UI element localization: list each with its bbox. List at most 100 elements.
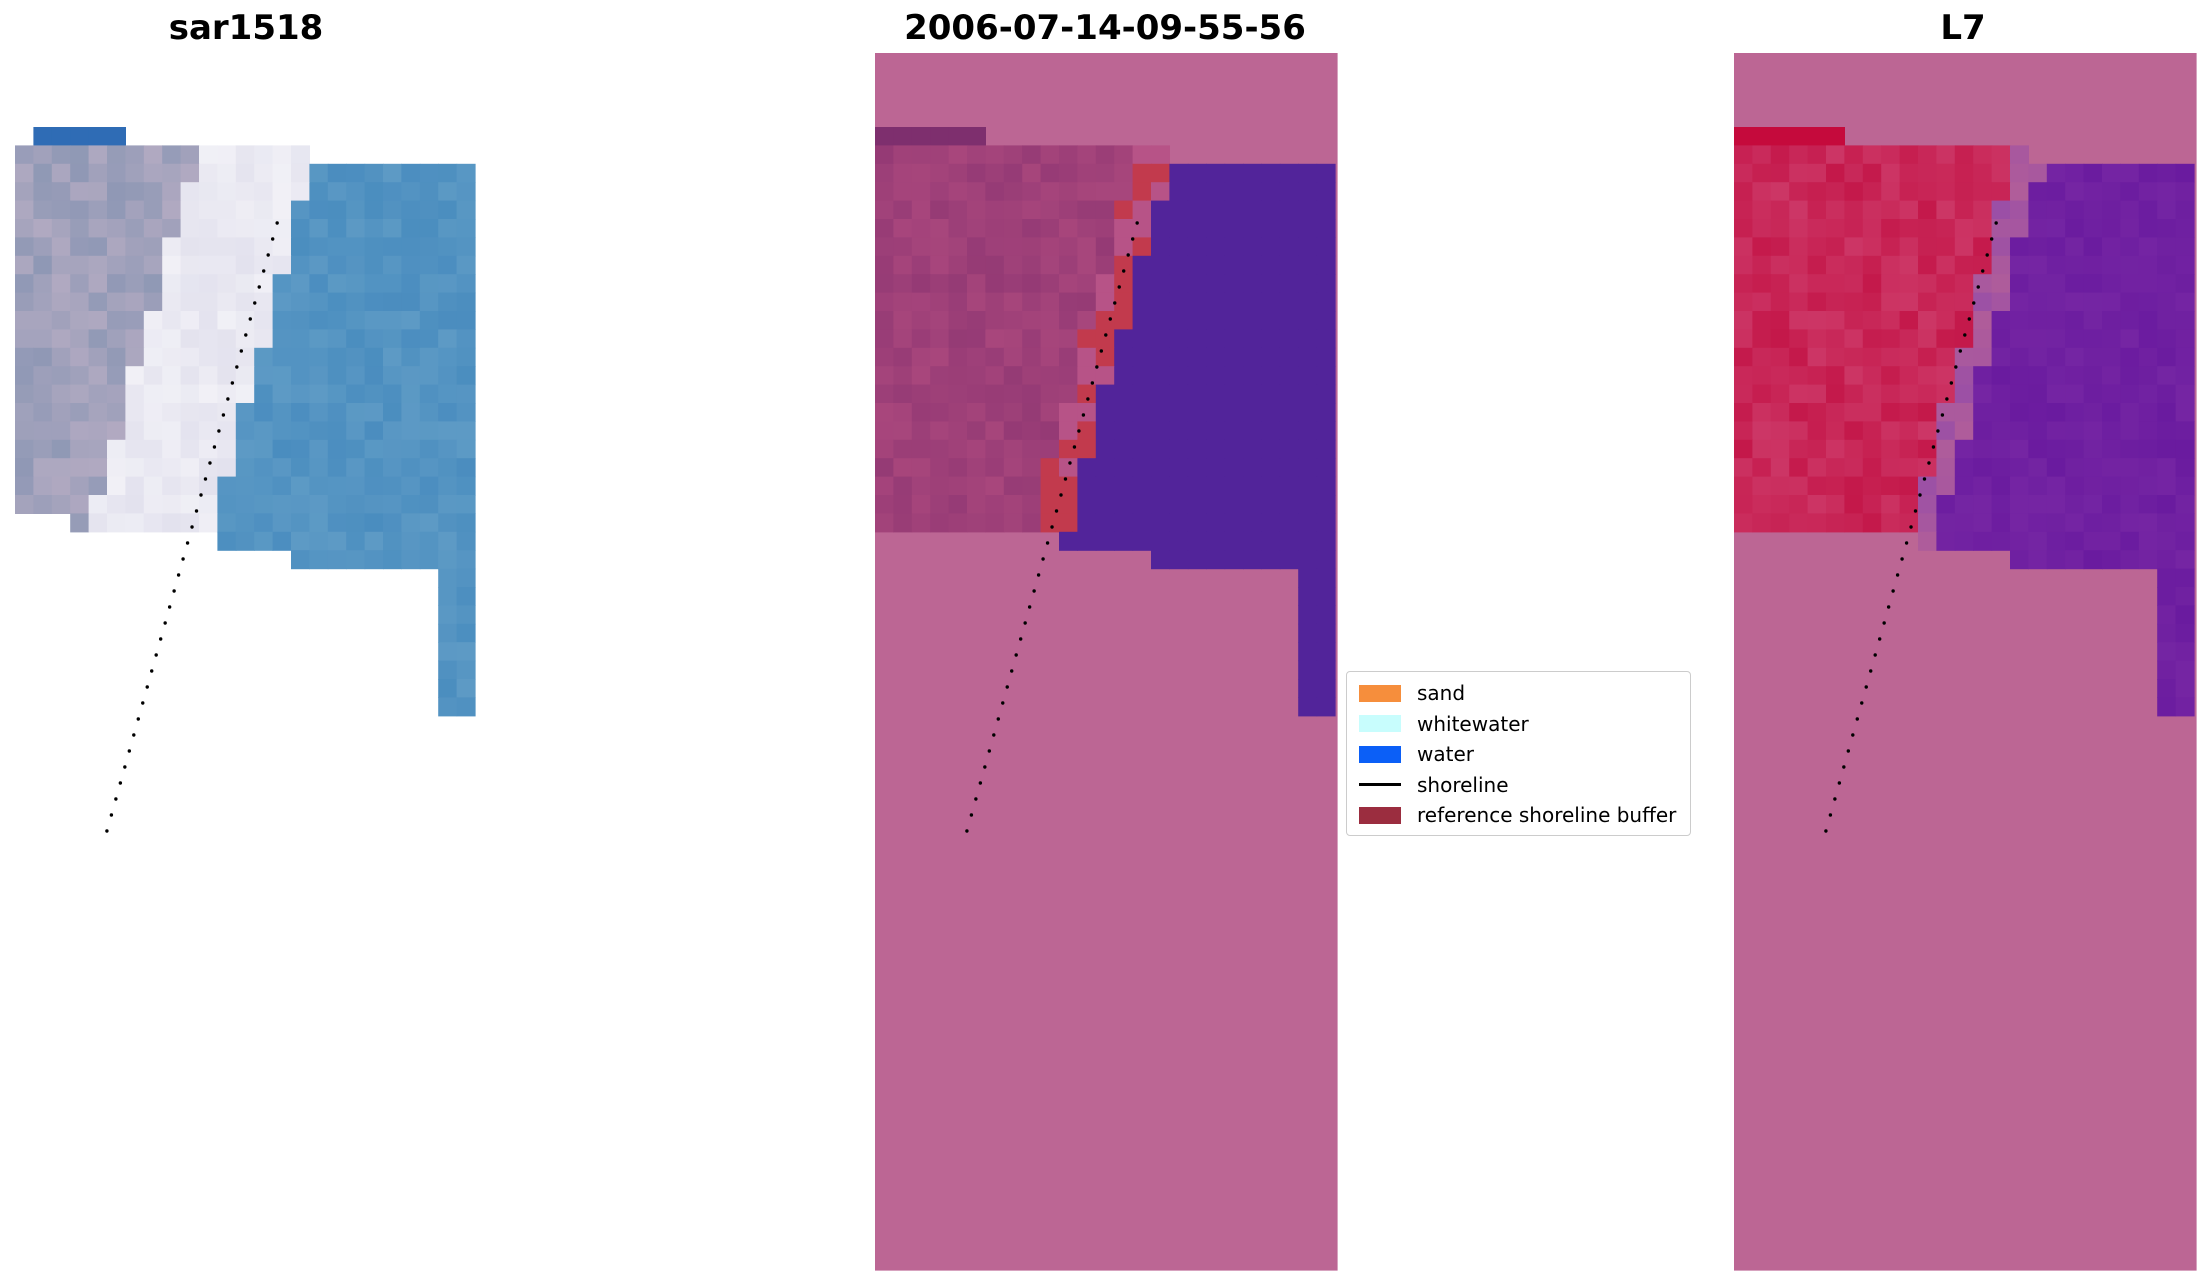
class-pixel	[1114, 458, 1134, 478]
class-pixel	[1040, 219, 1060, 238]
image-pixel	[272, 237, 292, 257]
ndwi-pixel	[2083, 531, 2103, 551]
ndwi-pixel	[2065, 292, 2085, 312]
image-pixel	[143, 495, 163, 514]
class-pixel	[1022, 366, 1042, 386]
ndwi-pixel	[2065, 347, 2085, 367]
class-pixel	[875, 458, 894, 478]
ndwi-pixel	[1973, 421, 1993, 441]
class-pixel	[1206, 476, 1226, 496]
ndwi-pixel	[1954, 403, 1974, 422]
class-pixel	[1243, 384, 1262, 404]
image-pixel	[456, 311, 476, 330]
image-pixel	[125, 219, 145, 238]
class-pixel	[1279, 513, 1299, 533]
ndwi-pixel	[2046, 255, 2066, 275]
shoreline-point	[1994, 221, 1998, 225]
ndwi-pixel	[2175, 219, 2195, 238]
ndwi-pixel	[2157, 347, 2177, 367]
ndwi-pixel	[1844, 458, 1864, 478]
class-pixel	[985, 347, 1005, 367]
image-pixel	[199, 513, 218, 533]
class-pixel	[893, 439, 913, 459]
ndwi-pixel	[1789, 421, 1809, 441]
image-pixel	[254, 329, 274, 349]
shoreline-point	[226, 397, 230, 401]
class-pixel	[875, 311, 894, 330]
ndwi-pixel	[2028, 366, 2048, 386]
image-pixel	[327, 163, 347, 183]
image-pixel	[180, 458, 200, 478]
image-pixel	[15, 145, 34, 165]
ndwi-pixel	[1918, 292, 1937, 312]
class-pixel	[948, 274, 968, 294]
class-pixel	[1279, 274, 1299, 294]
image-pixel	[383, 458, 402, 478]
ndwi-pixel	[1826, 182, 1845, 202]
ndwi-pixel	[1899, 366, 1919, 386]
ndwi-pixel	[1752, 403, 1772, 422]
class-pixel	[1243, 200, 1262, 220]
image-pixel	[33, 163, 53, 183]
image-pixel	[235, 329, 255, 349]
class-pixel	[1022, 311, 1042, 330]
ndwi-pixel	[2028, 200, 2048, 220]
ndwi-pixel	[1899, 145, 1919, 165]
shoreline-point	[1913, 509, 1918, 513]
image-pixel	[180, 421, 200, 441]
ndwi-pixel	[1807, 458, 1827, 478]
class-pixel	[1059, 513, 1078, 533]
class-pixel	[1298, 697, 1318, 717]
legend-item-sand: sand	[1359, 678, 1680, 709]
image-pixel	[51, 329, 71, 349]
class-pixel	[1022, 219, 1042, 238]
image-pixel	[364, 200, 384, 220]
image-pixel	[327, 458, 347, 478]
image-pixel	[143, 384, 163, 404]
ndwi-pixel	[1954, 329, 1974, 349]
class-pixel	[1077, 182, 1097, 202]
ndwi-pixel	[1899, 237, 1919, 257]
image-pixel	[162, 495, 182, 514]
shoreline-point	[1068, 461, 1072, 465]
ndwi-pixel	[1752, 347, 1772, 367]
class-pixel	[875, 329, 894, 349]
ndwi-pixel	[1826, 495, 1845, 514]
image-pixel	[235, 366, 255, 386]
shoreline-point	[978, 781, 983, 785]
shoreline-point	[1842, 765, 1846, 769]
image-pixel	[125, 182, 145, 202]
shoreline-point	[239, 349, 244, 353]
image-pixel	[217, 347, 237, 367]
image-pixel	[180, 513, 200, 533]
image-pixel	[383, 182, 402, 202]
image-pixel	[456, 274, 476, 294]
image-pixel	[254, 458, 274, 478]
image-pixel	[199, 145, 218, 165]
class-pixel	[930, 458, 950, 478]
image-pixel	[346, 163, 366, 183]
class-pixel	[1095, 311, 1115, 330]
ndwi-pixel	[1789, 347, 1809, 367]
shoreline-point	[194, 509, 199, 513]
ndwi-pixel	[2175, 255, 2195, 275]
ndwi-pixel	[2157, 605, 2177, 625]
image-pixel	[254, 219, 274, 238]
ndwi-pixel	[1734, 182, 1753, 202]
panel-title-rgb: sar1518	[168, 8, 324, 48]
image-pixel	[401, 550, 421, 570]
shoreline-point	[150, 669, 154, 673]
shoreline-point	[1824, 829, 1828, 833]
class-pixel	[1151, 219, 1170, 238]
class-pixel	[875, 384, 894, 404]
ndwi-pixel	[2028, 311, 2048, 330]
shoreline-point	[996, 717, 1000, 721]
class-pixel	[1298, 439, 1318, 459]
ndwi-pixel	[2175, 660, 2195, 680]
class-pixel	[1224, 403, 1244, 422]
class-pixel	[1132, 421, 1152, 441]
ndwi-pixel	[1991, 237, 2011, 257]
image-pixel	[383, 439, 402, 459]
class-pixel	[1077, 513, 1097, 533]
ndwi-pixel	[1973, 311, 1993, 330]
